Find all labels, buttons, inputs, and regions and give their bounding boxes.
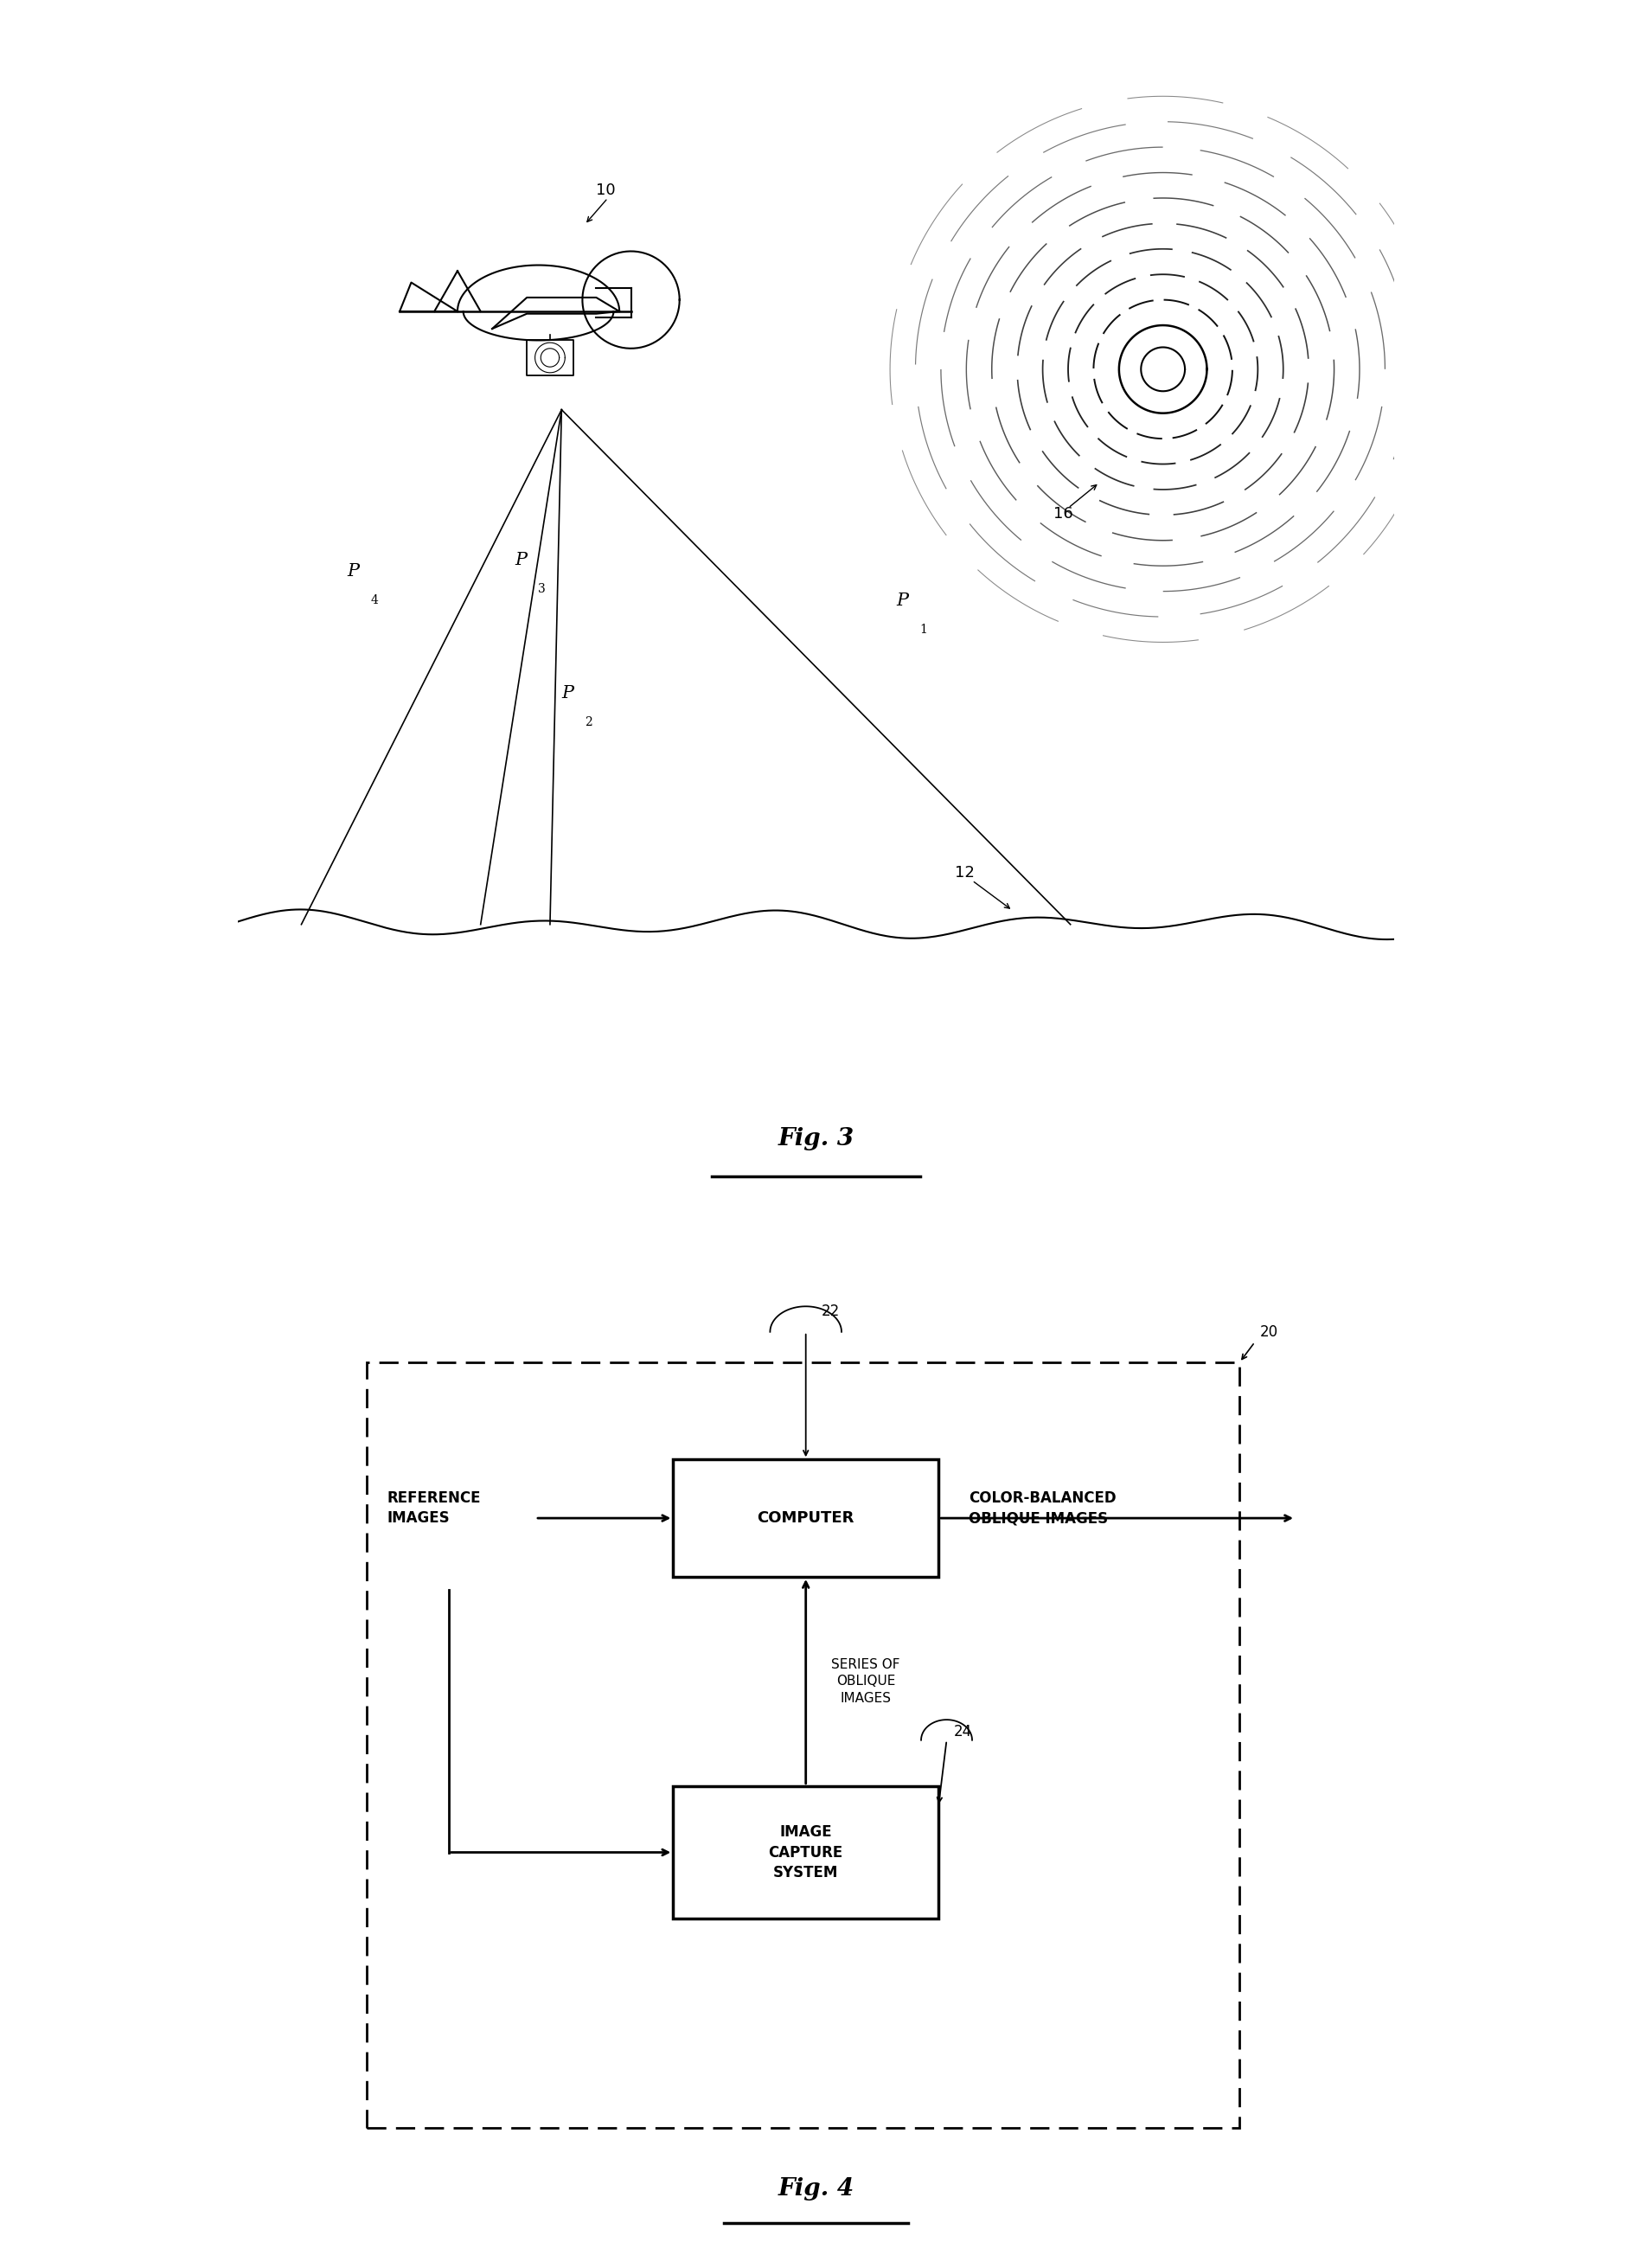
Text: 3: 3 xyxy=(539,583,545,594)
Text: 10: 10 xyxy=(596,181,615,197)
Text: Fig. 4: Fig. 4 xyxy=(778,2177,854,2200)
Text: P: P xyxy=(896,592,909,608)
Text: IMAGE
CAPTURE
SYSTEM: IMAGE CAPTURE SYSTEM xyxy=(769,1823,844,1880)
Text: SERIES OF
OBLIQUE
IMAGES: SERIES OF OBLIQUE IMAGES xyxy=(831,1658,901,1706)
Polygon shape xyxy=(1141,347,1185,390)
Text: P: P xyxy=(348,562,359,581)
Text: P: P xyxy=(516,551,527,569)
Text: 20: 20 xyxy=(1260,1325,1278,1340)
Text: 22: 22 xyxy=(821,1304,839,1320)
Text: COLOR-BALANCED
OBLIQUE IMAGES: COLOR-BALANCED OBLIQUE IMAGES xyxy=(969,1490,1116,1526)
Text: 24: 24 xyxy=(953,1724,973,1740)
Bar xyxy=(672,1461,938,1576)
Text: 12: 12 xyxy=(955,864,974,880)
Bar xyxy=(672,1787,938,1919)
Text: REFERENCE
IMAGES: REFERENCE IMAGES xyxy=(387,1490,481,1526)
Text: P: P xyxy=(561,685,573,701)
Text: 4: 4 xyxy=(370,594,379,606)
Text: 16: 16 xyxy=(1053,506,1072,522)
Text: Fig. 3: Fig. 3 xyxy=(778,1127,854,1150)
Text: COMPUTER: COMPUTER xyxy=(757,1510,855,1526)
Text: 1: 1 xyxy=(920,624,927,635)
Text: 2: 2 xyxy=(584,717,592,728)
Bar xyxy=(367,1363,1239,2127)
